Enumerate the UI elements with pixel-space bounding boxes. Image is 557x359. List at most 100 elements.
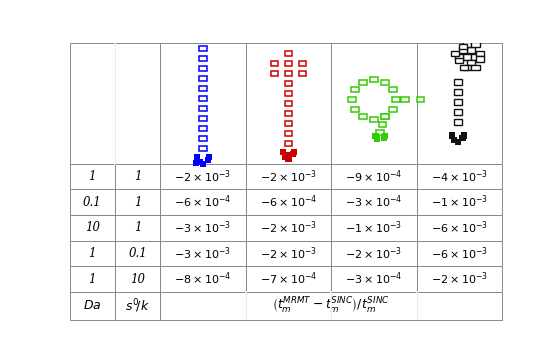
Bar: [381, 80, 389, 85]
Bar: [194, 154, 201, 160]
Bar: [459, 44, 467, 49]
Bar: [115, 241, 160, 266]
Text: 10: 10: [85, 221, 100, 234]
Bar: [453, 109, 462, 115]
Bar: [377, 130, 384, 135]
Bar: [449, 132, 455, 139]
Bar: [246, 43, 331, 164]
Text: $-1\times 10^{-3}$: $-1\times 10^{-3}$: [345, 219, 403, 236]
Bar: [417, 43, 502, 164]
Bar: [471, 42, 480, 47]
Text: 1: 1: [89, 247, 96, 260]
Bar: [373, 132, 379, 139]
Bar: [467, 60, 476, 65]
Bar: [476, 56, 484, 62]
Bar: [160, 292, 246, 320]
Text: $-2\times 10^{-3}$: $-2\times 10^{-3}$: [260, 168, 317, 185]
Bar: [370, 117, 378, 122]
Bar: [331, 43, 417, 164]
Bar: [455, 58, 463, 63]
Bar: [299, 71, 306, 76]
Text: 1: 1: [89, 272, 96, 286]
Bar: [285, 61, 292, 66]
Bar: [246, 164, 331, 189]
Text: $-3\times 10^{-4}$: $-3\times 10^{-4}$: [345, 271, 403, 288]
Bar: [70, 215, 115, 241]
Text: 1: 1: [134, 196, 141, 209]
Bar: [199, 26, 207, 31]
Text: 0.1: 0.1: [83, 196, 102, 209]
Bar: [246, 189, 331, 215]
Text: $-6\times 10^{-3}$: $-6\times 10^{-3}$: [431, 245, 488, 262]
Bar: [451, 51, 459, 56]
Bar: [331, 266, 417, 292]
Bar: [285, 91, 292, 96]
Text: $Da$: $Da$: [83, 299, 101, 312]
Bar: [115, 215, 160, 241]
Bar: [70, 164, 115, 189]
Bar: [451, 137, 457, 143]
Bar: [359, 115, 367, 119]
Bar: [370, 77, 378, 82]
Bar: [285, 121, 292, 126]
Bar: [199, 56, 207, 61]
Bar: [389, 107, 397, 112]
Bar: [417, 164, 502, 189]
Bar: [204, 157, 211, 163]
Bar: [271, 61, 278, 66]
Bar: [417, 189, 502, 215]
Bar: [206, 154, 212, 160]
Bar: [280, 149, 286, 155]
Text: 1: 1: [134, 170, 141, 183]
Bar: [351, 87, 359, 92]
Bar: [282, 153, 288, 159]
Bar: [392, 97, 399, 102]
Bar: [417, 97, 424, 102]
Bar: [467, 47, 476, 53]
Bar: [471, 54, 480, 60]
Bar: [246, 215, 331, 241]
Text: $-2\times 10^{-3}$: $-2\times 10^{-3}$: [260, 245, 317, 262]
Bar: [463, 54, 471, 60]
Bar: [70, 292, 115, 320]
Text: $s^0\!/k$: $s^0\!/k$: [125, 297, 150, 314]
Bar: [381, 115, 389, 119]
Text: $-2\times 10^{-3}$: $-2\times 10^{-3}$: [260, 219, 317, 236]
Bar: [331, 292, 417, 320]
Text: $\left(t_m^{MRMT} - t_m^{SINC}\right)/t_m^{SINC}$: $\left(t_m^{MRMT} - t_m^{SINC}\right)/t_…: [272, 296, 390, 316]
Bar: [70, 241, 115, 266]
Bar: [459, 47, 467, 53]
Bar: [285, 51, 292, 56]
Bar: [246, 266, 331, 292]
Text: $-2\times 10^{-3}$: $-2\times 10^{-3}$: [345, 245, 403, 262]
Text: 10: 10: [130, 272, 145, 286]
Bar: [199, 36, 207, 41]
Bar: [199, 136, 207, 141]
Bar: [379, 122, 387, 127]
Bar: [453, 79, 462, 85]
Bar: [401, 97, 409, 102]
Bar: [461, 132, 467, 139]
Bar: [160, 241, 246, 266]
Bar: [160, 266, 246, 292]
Bar: [199, 96, 207, 101]
Bar: [115, 164, 160, 189]
Bar: [199, 66, 207, 71]
Bar: [348, 97, 356, 102]
Bar: [160, 43, 246, 164]
Bar: [200, 161, 206, 167]
Bar: [331, 241, 417, 266]
Bar: [417, 241, 502, 266]
Bar: [351, 107, 359, 112]
Bar: [70, 266, 115, 292]
Text: $-9\times 10^{-4}$: $-9\times 10^{-4}$: [345, 168, 403, 185]
Bar: [285, 81, 292, 86]
Text: $-3\times 10^{-4}$: $-3\times 10^{-4}$: [345, 194, 403, 210]
Text: $-6\times 10^{-3}$: $-6\times 10^{-3}$: [431, 219, 488, 236]
Text: $-3\times 10^{-3}$: $-3\times 10^{-3}$: [174, 219, 232, 236]
Bar: [285, 111, 292, 116]
Bar: [331, 189, 417, 215]
Bar: [115, 266, 160, 292]
Bar: [463, 65, 471, 70]
Bar: [199, 146, 207, 151]
